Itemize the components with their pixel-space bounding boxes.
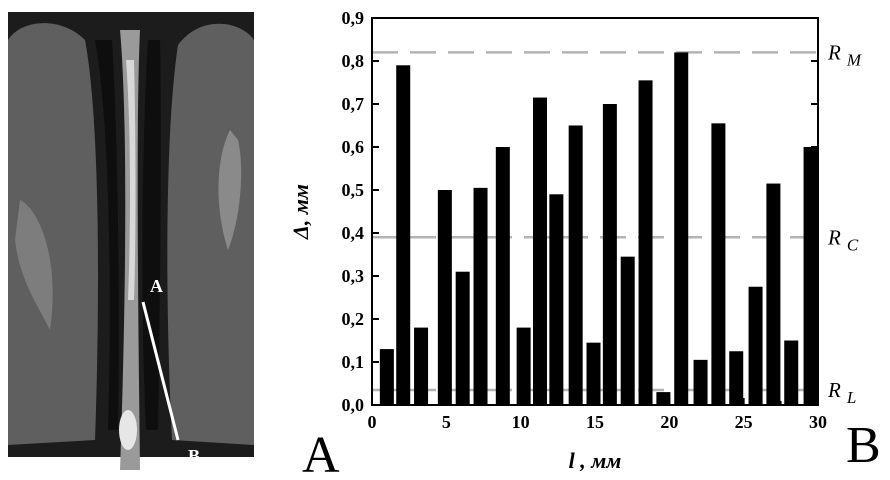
bar xyxy=(473,187,488,405)
y-axis-label: Δ, мм xyxy=(288,184,313,240)
x-tick-label: 5 xyxy=(442,412,451,432)
panel-label-a: A xyxy=(302,427,340,480)
panel-label-b: B xyxy=(846,417,881,474)
bar xyxy=(638,80,653,405)
reference-labels: R M R C R L xyxy=(827,40,862,407)
x-tick-label: 0 xyxy=(368,412,377,432)
bar xyxy=(396,65,411,406)
x-tick-label: 15 xyxy=(586,412,604,432)
y-axis: 0,0 0,1 0,2 0,3 0,4 0,5 0,6 0,7 0,8 0,9 xyxy=(342,8,818,415)
bar xyxy=(620,256,635,405)
bar xyxy=(748,286,763,405)
x-axis-label: l , мм xyxy=(569,448,622,473)
y-tick-label: 0,8 xyxy=(342,51,365,71)
bar xyxy=(656,392,671,405)
bar xyxy=(674,52,689,406)
x-tick-label: 30 xyxy=(809,412,827,432)
y-tick-label: 0,4 xyxy=(342,223,365,243)
bar xyxy=(711,123,726,405)
bar xyxy=(414,327,429,405)
y-tick-label: 0,5 xyxy=(342,180,365,200)
y-tick-label: 0,3 xyxy=(342,266,365,286)
bar xyxy=(516,327,531,405)
bar xyxy=(729,351,744,405)
y-tick-label: 0,7 xyxy=(342,94,365,114)
bar xyxy=(766,183,781,405)
bar xyxy=(586,342,601,405)
bar xyxy=(455,271,470,405)
x-tick-label: 10 xyxy=(512,412,530,432)
bar xyxy=(437,190,452,405)
bar xyxy=(532,97,547,406)
y-tick-label: 0,1 xyxy=(342,352,365,372)
ct-point-a-label: A xyxy=(150,276,163,296)
x-axis: 0 5 10 15 20 25 30 xyxy=(368,398,827,432)
x-tick-label: 25 xyxy=(735,412,753,432)
bar xyxy=(693,359,708,405)
y-tick-label: 0,2 xyxy=(342,309,365,329)
y-tick-label: 0,0 xyxy=(342,395,365,415)
bar xyxy=(379,349,394,405)
y-tick-label: 0,6 xyxy=(342,137,365,157)
bar xyxy=(568,125,583,405)
ct-scan-image: A B xyxy=(0,0,262,480)
bar xyxy=(803,147,818,405)
bar xyxy=(495,147,510,405)
bar-series xyxy=(379,52,818,406)
x-tick-label: 20 xyxy=(660,412,678,432)
bar xyxy=(784,340,799,405)
y-tick-label: 0,9 xyxy=(342,8,365,28)
bar-chart: 0,0 0,1 0,2 0,3 0,4 0,5 0,6 0,7 0,8 0,9 0 5 10 15 20 2… xyxy=(288,8,881,480)
bar xyxy=(602,104,617,405)
bar xyxy=(549,194,564,405)
ct-point-b-label: B xyxy=(188,446,200,466)
